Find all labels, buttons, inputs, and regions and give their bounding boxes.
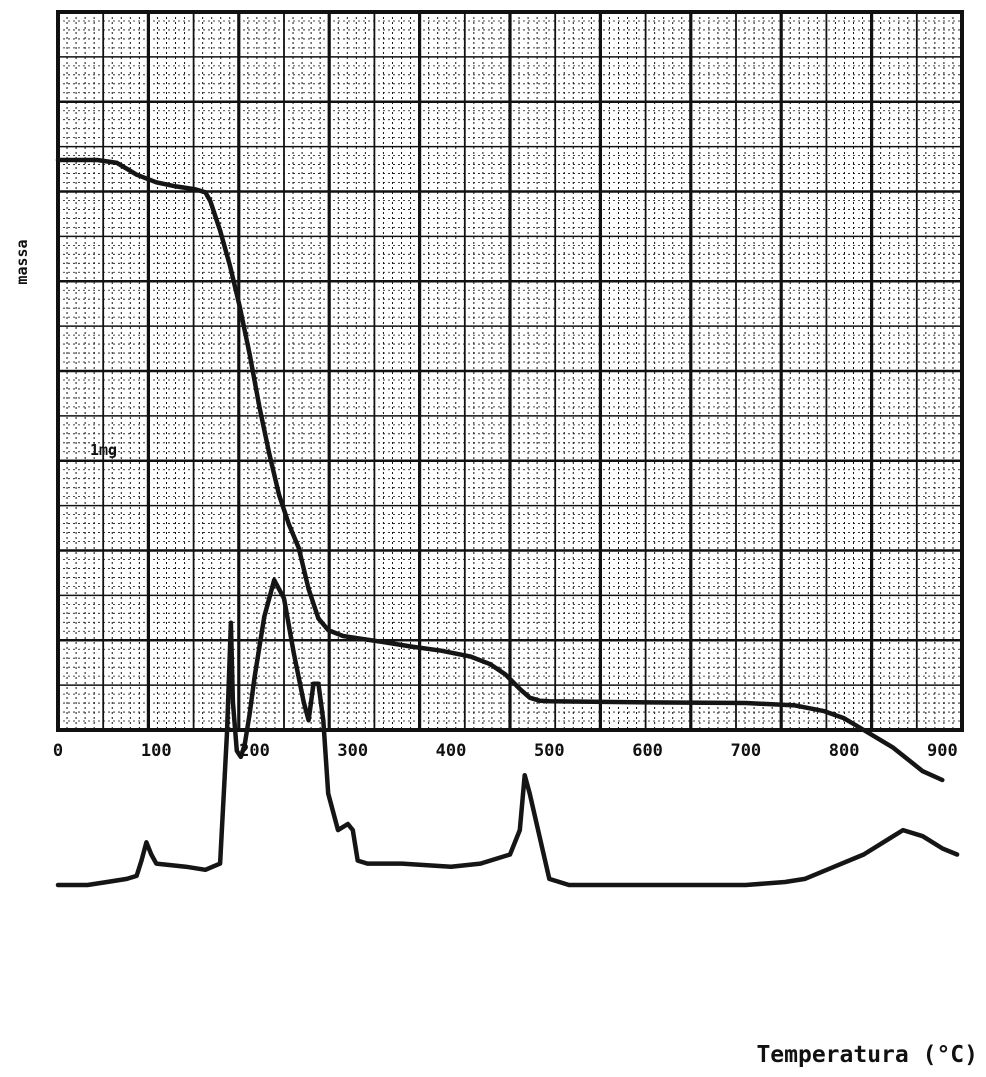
annotation-1mg: 1mg — [90, 441, 117, 459]
x-tick-label: 900 — [927, 741, 958, 761]
x-tick-label: 0 — [53, 741, 63, 761]
x-tick-label: 300 — [337, 741, 368, 761]
y-axis-label: massa — [13, 239, 31, 284]
x-tick-label: 200 — [239, 741, 270, 761]
x-tick-label: 600 — [632, 741, 663, 761]
x-tick-label: 500 — [534, 741, 565, 761]
mass-curve — [55, 157, 945, 783]
x-tick-label: 700 — [730, 741, 761, 761]
x-axis-label: Temperatura (°C) — [756, 1042, 978, 1068]
x-tick-label: 400 — [436, 741, 467, 761]
differential-curve — [55, 577, 960, 888]
x-tick-label: 100 — [141, 741, 172, 761]
x-tick-label: 800 — [829, 741, 860, 761]
